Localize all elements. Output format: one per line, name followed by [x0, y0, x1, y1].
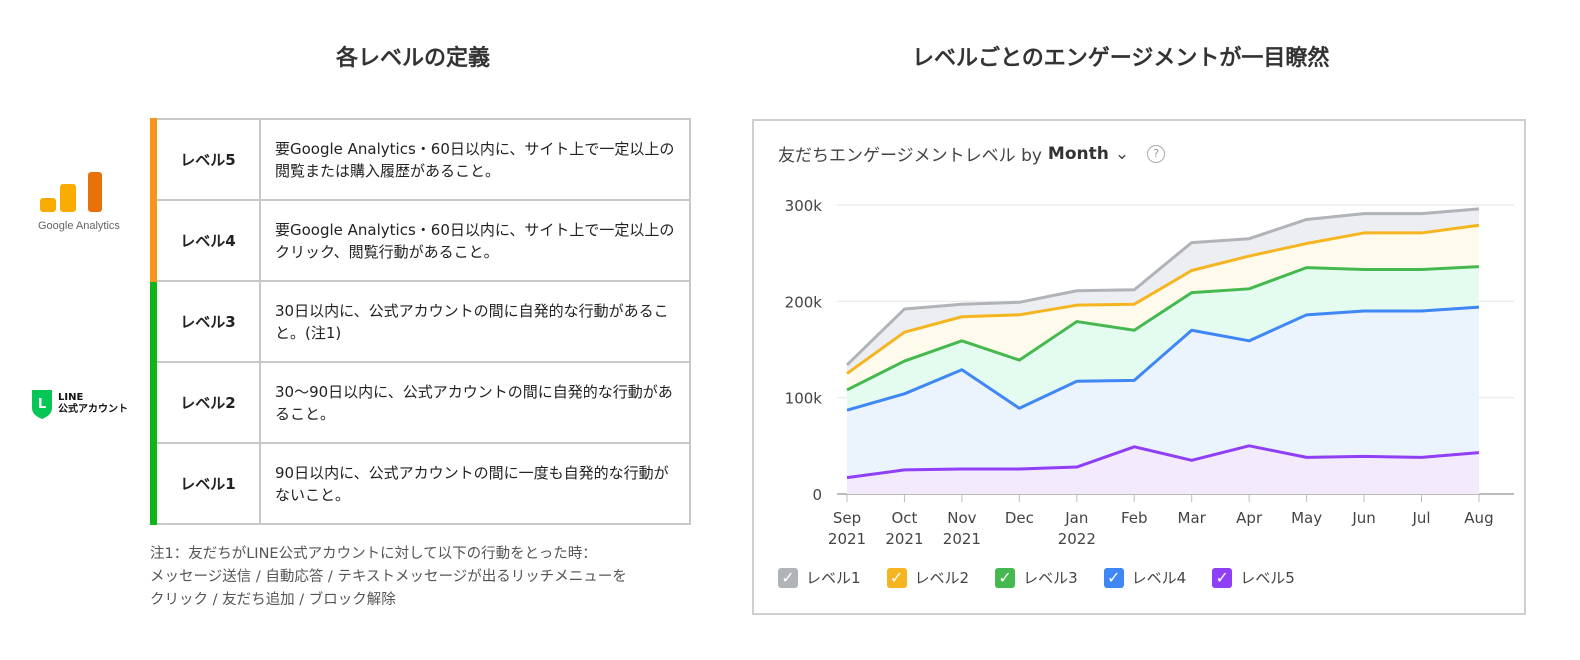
y-tick-label: 200k: [785, 293, 823, 311]
chart-title: 友だちエンゲージメントレベル by Month ⌄ ?: [778, 141, 1166, 166]
y-tick-label: 300k: [785, 197, 823, 215]
footnote-line: クリック / 友だち追加 / ブロック解除: [150, 592, 396, 608]
engagement-area-chart: 0 100k 200k 300k Sep 2021 Oct 2021 Nov 2021 Dec Jan…: [785, 197, 1514, 548]
footnote-line: 注1：友だちがLINE公式アカウントに対して以下の行動をとった時：: [150, 546, 597, 562]
x-tick-label: Nov 2021: [943, 509, 981, 548]
x-tick-label: Jul: [1411, 509, 1430, 527]
legend-item[interactable]: ✓ レベル4: [1103, 567, 1187, 588]
legend-label: レベル1: [806, 569, 861, 587]
level-row: レベル2 30～90日以内に、公式アカウントの間に自発的な行動があること。: [150, 361, 691, 444]
legend-label: レベル3: [1023, 569, 1078, 587]
x-tick-label: Sep 2021: [828, 509, 866, 548]
checkbox-icon[interactable]: ✓: [778, 567, 798, 588]
question-icon[interactable]: ?: [1147, 144, 1166, 163]
level-description: 要Google Analytics・60日以内に、サイト上で一定以上のクリック、…: [259, 199, 691, 282]
area-4: [847, 307, 1479, 494]
x-tick-label: May: [1291, 509, 1322, 527]
x-tick-label: Oct 2021: [885, 509, 923, 548]
series-line-3: [846, 265, 1480, 392]
level-definition-table: レベル5 要Google Analytics・60日以内に、サイト上で一定以上の閲…: [150, 118, 691, 525]
legend-label: レベル4: [1131, 569, 1187, 587]
series-line-5: [846, 444, 1480, 480]
legend-item[interactable]: ✓ レベル2: [886, 567, 970, 588]
chart-card: 友だちエンゲージメントレベル by Month ⌄ ? 0 100k 200k 300…: [752, 119, 1526, 615]
legend-item[interactable]: ✓ レベル1: [778, 567, 861, 588]
level-name: レベル5: [150, 118, 261, 201]
chart-heading: レベルごとのエンゲージメントが一目瞭然: [912, 46, 1330, 71]
level-name: レベル3: [150, 280, 261, 363]
legend-item[interactable]: ✓ レベル5: [1212, 567, 1295, 588]
level-description: 90日以内に、公式アカウントの間に一度も自発的な行動がないこと。: [259, 442, 691, 525]
legend-item[interactable]: ✓ レベル3: [995, 567, 1078, 588]
line-official-account-logo: L LINE 公式アカウント: [30, 388, 128, 420]
series-line-4: [846, 305, 1480, 412]
line-shield-icon: L: [32, 390, 52, 419]
chart-title-text: 友だちエンゲージメントレベル by: [778, 146, 1042, 166]
line-label: LINE: [58, 392, 84, 403]
footnote-line: メッセージ送信 / 自動応答 / テキストメッセージが出るリッチメニューを: [150, 569, 627, 585]
google-analytics-label: Google Analytics: [38, 220, 120, 232]
line-account-label: 公式アカウント: [58, 404, 128, 415]
period-dropdown[interactable]: Month: [1047, 143, 1109, 164]
x-tick-label: Aug: [1464, 509, 1493, 527]
chevron-down-icon[interactable]: ⌄: [1114, 143, 1130, 164]
x-tick-label: Jun: [1351, 509, 1375, 527]
level-row: レベル4 要Google Analytics・60日以内に、サイト上で一定以上のク…: [150, 199, 691, 282]
x-tick-label: Dec: [1005, 509, 1034, 527]
level-name: レベル4: [150, 199, 261, 282]
level-description: 30日以内に、公式アカウントの間に自発的な行動があること。(注1): [259, 280, 691, 363]
level-row: レベル3 30日以内に、公式アカウントの間に自発的な行動があること。(注1): [150, 280, 691, 363]
checkbox-icon[interactable]: ✓: [886, 567, 907, 588]
legend: ✓ レベル1 ✓ レベル2 ✓ レベル3 ✓ レベル4 ✓ レベル5: [778, 567, 1295, 588]
y-tick-label: 0: [812, 486, 822, 504]
svg-text:L: L: [38, 397, 46, 412]
level-description: 要Google Analytics・60日以内に、サイト上で一定以上の閲覧または…: [259, 118, 691, 201]
google-analytics-logo: [40, 172, 102, 212]
checkbox-icon[interactable]: ✓: [1212, 567, 1233, 588]
checkbox-icon[interactable]: ✓: [995, 567, 1016, 588]
x-tick-label: Mar: [1178, 509, 1207, 527]
level-description: 30～90日以内に、公式アカウントの間に自発的な行動があること。: [259, 361, 691, 444]
legend-label: レベル5: [1240, 569, 1295, 587]
level-name: レベル1: [150, 442, 261, 525]
x-tick-label: Feb: [1121, 509, 1148, 527]
x-tick-label: Apr: [1236, 509, 1263, 527]
level-name: レベル2: [150, 361, 261, 444]
level-row: レベル5 要Google Analytics・60日以内に、サイト上で一定以上の閲…: [150, 118, 691, 201]
x-tick-label: Jan 2022: [1058, 509, 1096, 548]
series-line-1: [845, 207, 1480, 366]
level-row: レベル1 90日以内に、公式アカウントの間に一度も自発的な行動がないこと。: [150, 442, 691, 525]
series-line-2: [846, 223, 1480, 375]
y-tick-label: 100k: [785, 390, 823, 408]
definition-heading: 各レベルの定義: [336, 46, 491, 71]
checkbox-icon[interactable]: ✓: [1103, 567, 1124, 588]
footnote: 注1：友だちがLINE公式アカウントに対して以下の行動をとった時： メッセージ送…: [150, 543, 710, 612]
legend-label: レベル2: [914, 569, 970, 587]
